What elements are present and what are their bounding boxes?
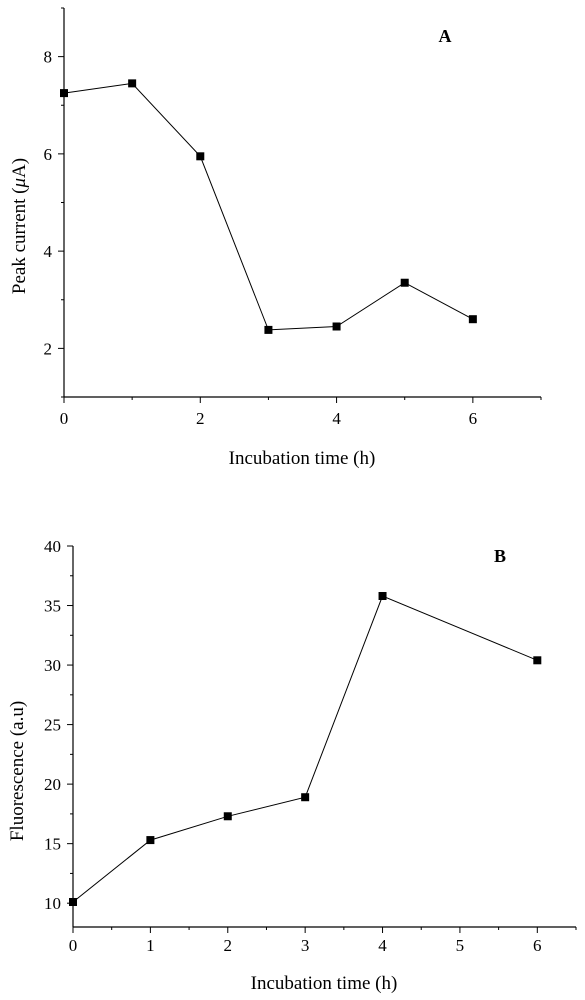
panel-b-x-tick-label: 5 (456, 936, 465, 955)
panel-a-data-point (196, 152, 205, 161)
panel-b: 10 15 20 25 30 35 40 0 1 2 3 4 5 6 B Incubation time … (7, 537, 577, 994)
panel-a-y-axis-title: Peak current (μA) (9, 158, 30, 294)
panel-a-y-title-suffix: A) (9, 158, 30, 178)
panel-b-series-line (72, 595, 538, 903)
panel-b-y-tick-label: 10 (44, 894, 61, 913)
panel-a-data-point (128, 79, 137, 88)
panel-a-series-line (63, 82, 474, 331)
panel-b-x-tick-label: 6 (533, 936, 542, 955)
panel-b-axes: 10 15 20 25 30 35 40 0 1 2 3 4 5 6 (44, 537, 577, 955)
panel-a-x-tick-label: 6 (469, 409, 478, 428)
panel-b-y-axis-title: Fluorescence (a.u) (7, 701, 28, 841)
panel-b-y-tick-label: 15 (44, 835, 61, 854)
panel-a-data-point (332, 322, 341, 331)
panel-a-x-axis-title: Incubation time (h) (229, 448, 376, 469)
panel-b-x-tick-label: 0 (69, 936, 78, 955)
panel-b-y-tick-label: 30 (44, 656, 61, 675)
panel-b-marks (69, 592, 542, 906)
panel-b-data-point (533, 656, 542, 665)
panel-b-x-tick-label: 4 (378, 936, 387, 955)
panel-b-x-tick-label: 1 (146, 936, 155, 955)
panel-a-marks (60, 79, 477, 334)
panel-a-y-tick-label: 4 (44, 242, 53, 261)
panel-a-y-tick-label: 2 (44, 339, 53, 358)
panel-b-data-point (223, 812, 232, 821)
panel-b-label: B (494, 546, 506, 566)
panel-a-y-title-prefix: Peak current ( (9, 188, 30, 295)
panel-a-data-point (468, 315, 477, 324)
panel-a-data-point (400, 278, 409, 287)
panel-a-x-tick-label: 4 (332, 409, 341, 428)
panel-a-y-tick-label: 6 (44, 145, 53, 164)
panel-a: 2 4 6 8 0 2 4 6 A Incubation time (h) Peak curr… (9, 7, 542, 469)
panel-a-axes: 2 4 6 8 0 2 4 6 (44, 7, 542, 428)
panel-b-y-tick-label: 40 (44, 537, 61, 556)
panel-b-x-tick-label: 2 (224, 936, 233, 955)
panel-b-data-point (146, 836, 155, 845)
panel-a-x-tick-label: 0 (60, 409, 69, 428)
panel-a-label: A (439, 26, 452, 46)
panel-a-y-tick-label: 8 (44, 48, 53, 67)
panel-a-data-point (264, 325, 273, 334)
panel-b-x-axis-title: Incubation time (h) (251, 973, 398, 994)
panel-b-y-tick-label: 35 (44, 597, 61, 616)
panel-b-data-point (378, 592, 387, 601)
panel-b-x-tick-label: 3 (301, 936, 310, 955)
panel-b-y-tick-label: 20 (44, 775, 61, 794)
panel-a-x-tick-label: 2 (196, 409, 205, 428)
panel-a-y-title-mu: μ (9, 178, 30, 189)
panel-b-y-tick-label: 25 (44, 716, 61, 735)
panel-b-data-point (301, 793, 310, 802)
